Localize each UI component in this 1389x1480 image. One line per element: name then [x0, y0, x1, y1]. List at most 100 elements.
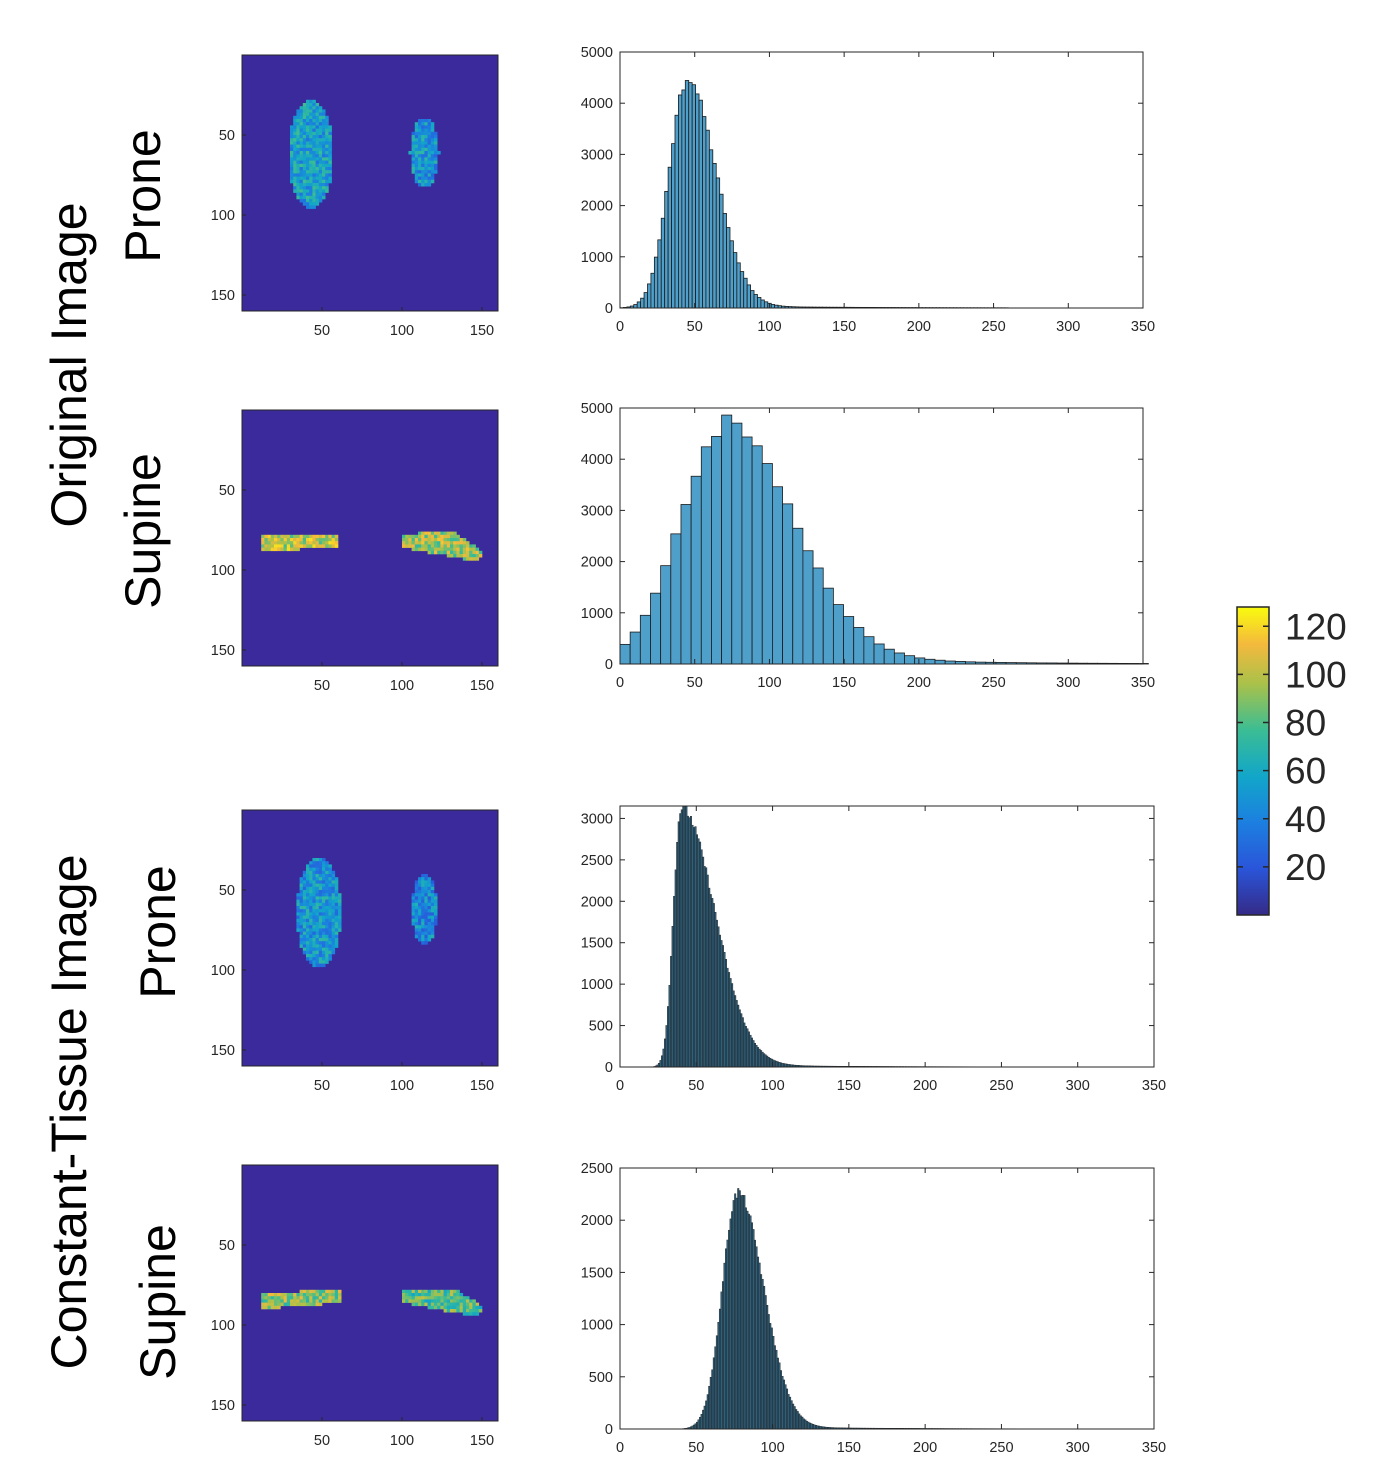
heatmap-pixel	[334, 934, 339, 939]
heatmap-pixel	[325, 1289, 329, 1294]
heatmap-pixel	[331, 886, 336, 891]
heatmap-pixel	[328, 957, 332, 961]
heatmap-pixel	[331, 934, 336, 939]
heatmap-pixel	[315, 195, 320, 200]
heatmap-pixel	[315, 106, 320, 110]
heatmap-pixel	[472, 550, 476, 555]
heatmap-pixel	[309, 112, 313, 117]
heatmap-pixel	[274, 1293, 278, 1297]
y-tick-label: 2000	[581, 894, 613, 910]
heatmap-pixel	[421, 1299, 425, 1303]
heatmap-pixel	[277, 541, 281, 545]
heatmap-pixel	[434, 538, 438, 542]
x-tick-label: 150	[832, 319, 856, 335]
histogram-bar	[691, 824, 694, 1068]
heatmap-pixel	[424, 160, 428, 165]
histogram-bar	[723, 952, 726, 1068]
histogram-bar	[893, 652, 905, 665]
histogram-bar	[674, 114, 679, 309]
histogram-bar	[670, 956, 673, 1068]
heatmap-pixel	[421, 544, 425, 548]
heatmap-pixel	[325, 1299, 329, 1303]
histogram-bar	[676, 842, 679, 1068]
heatmap-pixel	[312, 115, 316, 120]
heatmap-region-0	[290, 99, 332, 209]
heatmap-pixel	[325, 902, 329, 907]
heatmap-pixel	[424, 922, 428, 926]
heatmap-pixel	[293, 534, 297, 539]
heatmap-pixel	[309, 883, 313, 888]
heatmap-pixel	[418, 938, 422, 942]
heatmap-pixel	[325, 157, 329, 161]
heatmap-pixel	[309, 890, 313, 894]
heatmap-pixel	[331, 1296, 336, 1300]
heatmap-pixel	[318, 941, 323, 945]
heatmap-pixel	[424, 151, 428, 155]
y-tick-label: 500	[589, 1019, 613, 1035]
heatmap-pixel	[430, 547, 435, 552]
heatmap-pixel	[318, 890, 323, 894]
heatmap-pixel	[427, 176, 432, 181]
heatmap-pixel	[437, 550, 441, 555]
heatmap-pixel	[302, 138, 307, 142]
heatmap-pixel	[325, 877, 329, 881]
histogram-bar	[778, 1362, 781, 1430]
heatmap-pixel	[293, 138, 297, 142]
heatmap-pixel	[267, 1305, 272, 1310]
histogram-bar	[688, 817, 691, 1068]
heatmap-pixel	[414, 544, 419, 548]
heatmap-pixel	[296, 925, 300, 929]
heatmap-pixel	[299, 925, 304, 929]
heatmap-pixel	[427, 928, 432, 932]
heatmap-pixel	[290, 1299, 294, 1303]
heatmap-pixel	[322, 534, 326, 539]
heatmap-pixel	[414, 128, 419, 133]
heatmap-pixel	[469, 1302, 473, 1307]
heatmap-pixel	[318, 928, 323, 932]
heatmap-pixel	[325, 160, 329, 165]
heatmap-pixel	[302, 202, 307, 206]
heatmap-pixel	[302, 144, 307, 149]
heatmap-pixel	[318, 135, 323, 139]
heatmap-pixel	[293, 122, 297, 126]
heatmap-pixel	[296, 534, 300, 539]
heatmap-pixel	[309, 119, 313, 123]
heatmap-pixel	[466, 541, 470, 545]
heatmap-pixel	[264, 534, 268, 539]
heatmap-pixel	[440, 550, 444, 555]
heatmap-pixel	[472, 1312, 476, 1316]
heatmap-pixel	[328, 138, 332, 142]
heatmap-pixel	[411, 918, 416, 923]
heatmap-pixel	[318, 173, 323, 177]
histogram-bar	[732, 990, 735, 1068]
heatmap-pixel	[315, 192, 320, 197]
heatmap-pixel	[427, 902, 432, 907]
heatmap-pixel	[456, 1309, 460, 1313]
heatmap-pixel	[424, 125, 428, 129]
heatmap-pixel	[466, 1305, 470, 1310]
histogram-bar	[924, 658, 936, 665]
heatmap-pixel	[421, 163, 425, 168]
heatmap-pixel	[478, 1309, 483, 1313]
heatmap-region-1	[402, 531, 483, 561]
histogram-bar	[721, 414, 733, 665]
heatmap-pixel	[302, 886, 307, 891]
heatmap-pixel	[459, 544, 464, 548]
heatmap-pixel	[296, 141, 300, 145]
heatmap-pixel	[414, 160, 419, 165]
heatmap-pixel	[424, 906, 428, 910]
heatmap-pixel	[325, 144, 329, 149]
heatmap-pixel	[283, 1293, 288, 1297]
heatmap-pixel	[315, 938, 320, 942]
heatmap-pixel	[302, 160, 307, 165]
x-tick-label: 250	[981, 319, 1005, 335]
heatmap-pixel	[299, 877, 304, 881]
heatmap-pixel	[315, 183, 320, 187]
heatmap-pixel	[309, 896, 313, 900]
heatmap-pixel	[309, 125, 313, 129]
heatmap-pixel	[261, 1305, 265, 1310]
heatmap-pixel	[421, 128, 425, 133]
heatmap-pixel	[318, 189, 323, 193]
